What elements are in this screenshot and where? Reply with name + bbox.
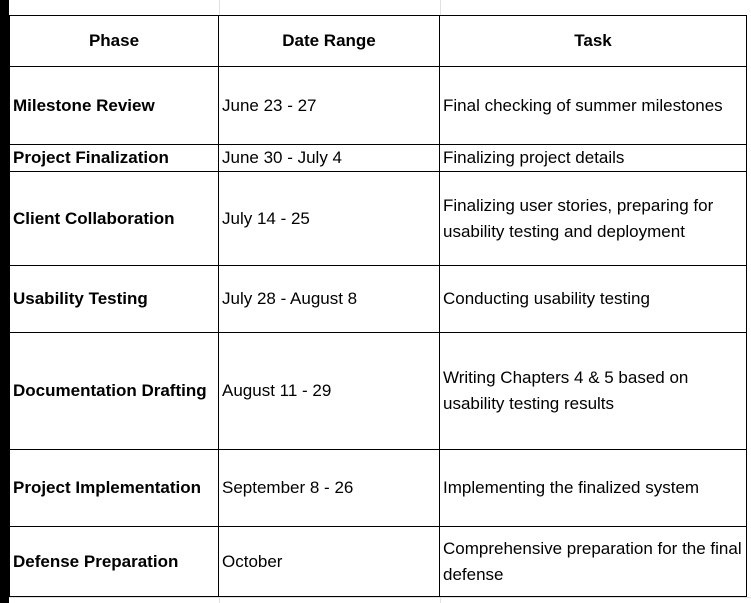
cell-phase[interactable]: Defense Preparation xyxy=(9,526,219,597)
cell-date-range[interactable]: July 14 - 25 xyxy=(218,171,440,266)
header-phase[interactable]: Phase xyxy=(9,15,219,67)
cell-task[interactable]: Final checking of summer milestones xyxy=(439,66,747,145)
cell-task[interactable]: Comprehensive preparation for the final … xyxy=(439,526,747,597)
header-task[interactable]: Task xyxy=(439,15,747,67)
gridline xyxy=(9,597,751,598)
cell-task[interactable]: Finalizing project details xyxy=(439,144,747,172)
table-row: Milestone Review June 23 - 27 Final chec… xyxy=(9,66,747,145)
table-row: Client Collaboration July 14 - 25 Finali… xyxy=(9,171,747,266)
cell-date-range[interactable]: June 23 - 27 xyxy=(218,66,440,145)
cell-phase[interactable]: Client Collaboration xyxy=(9,171,219,266)
table-row: Defense Preparation October Comprehensiv… xyxy=(9,526,747,597)
cell-date-range[interactable]: August 11 - 29 xyxy=(218,332,440,450)
cell-date-range[interactable]: June 30 - July 4 xyxy=(218,144,440,172)
cell-date-range[interactable]: September 8 - 26 xyxy=(218,449,440,527)
cell-task[interactable]: Finalizing user stories, preparing for u… xyxy=(439,171,747,266)
cell-phase[interactable]: Usability Testing xyxy=(9,265,219,333)
table-row: Project Finalization June 30 - July 4 Fi… xyxy=(9,144,747,172)
cell-date-range[interactable]: October xyxy=(218,526,440,597)
schedule-table: Phase Date Range Task Milestone Review J… xyxy=(9,15,747,597)
cell-task[interactable]: Conducting usability testing xyxy=(439,265,747,333)
cell-task[interactable]: Implementing the finalized system xyxy=(439,449,747,527)
cell-date-range[interactable]: July 28 - August 8 xyxy=(218,265,440,333)
table-row: Usability Testing July 28 - August 8 Con… xyxy=(9,265,747,333)
cell-phase[interactable]: Documentation Drafting xyxy=(9,332,219,450)
cell-phase[interactable]: Project Finalization xyxy=(9,144,219,172)
table-row: Project Implementation September 8 - 26 … xyxy=(9,449,747,527)
cell-task[interactable]: Writing Chapters 4 & 5 based on usabilit… xyxy=(439,332,747,450)
table-row: Documentation Drafting August 11 - 29 Wr… xyxy=(9,332,747,450)
cell-phase[interactable]: Milestone Review xyxy=(9,66,219,145)
header-row: Phase Date Range Task xyxy=(9,15,747,67)
header-date-range[interactable]: Date Range xyxy=(218,15,440,67)
cell-phase[interactable]: Project Implementation xyxy=(9,449,219,527)
row-header-bar xyxy=(0,0,9,603)
